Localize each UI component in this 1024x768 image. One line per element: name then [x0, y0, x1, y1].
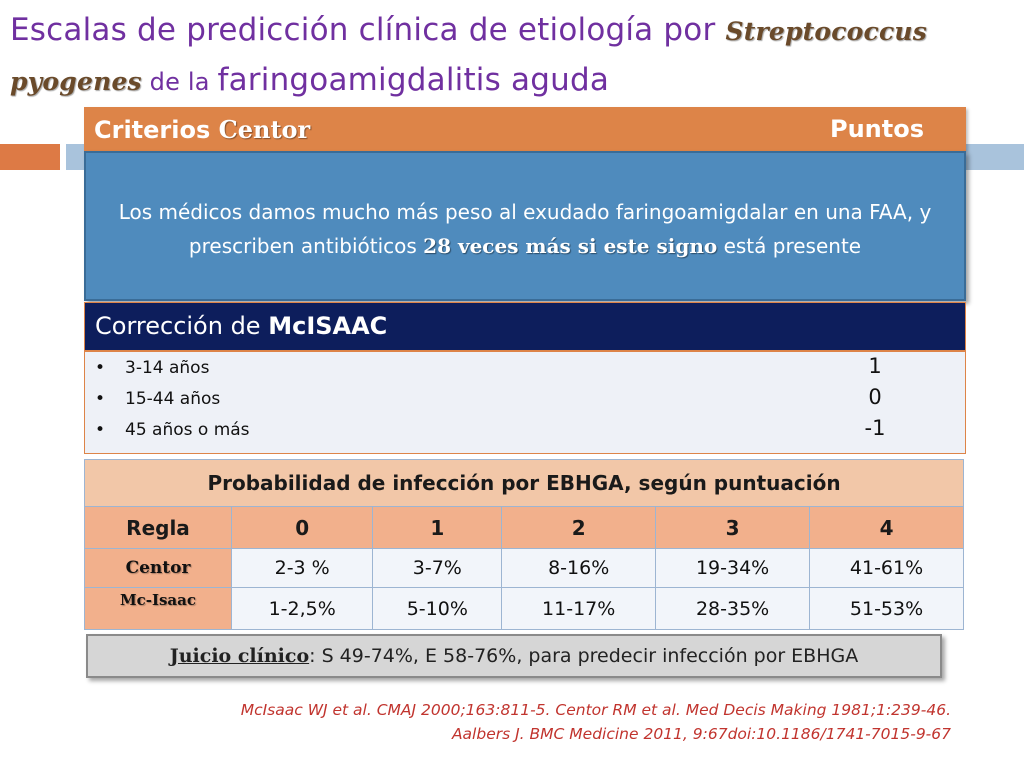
table-cell: 19-34% — [655, 548, 811, 588]
column-header-1: 1 — [372, 506, 503, 549]
table-cell: 11-17% — [501, 587, 657, 630]
clinical-judgment-box: Juicio clínico: S 49-74%, E 58-76%, para… — [86, 634, 942, 678]
accent-bar-strip — [66, 144, 86, 170]
probability-table-title: Probabilidad de infección por EBHGA, seg… — [84, 459, 964, 507]
table-cell: 5-10% — [372, 587, 503, 630]
clinical-judgment-label: Juicio clínico — [169, 645, 310, 667]
title-part3: faringoamigdalitis aguda — [217, 62, 610, 98]
table-row-centor: Centor 2-3 % 3-7% 8-16% 19-34% 41-61% — [84, 548, 964, 588]
mcisaac-value-age-15-44: 0 — [868, 385, 882, 409]
title-part1: Escalas de predicción clínica de etiolog… — [10, 12, 726, 48]
column-header-0: 0 — [230, 506, 374, 549]
mcisaac-value-age-45-plus: -1 — [864, 416, 886, 440]
title-organism-genus: Streptococcus — [725, 17, 928, 46]
rule-name-mcisaac: Mc-Isaac — [84, 587, 232, 630]
accent-bar-left — [0, 144, 60, 170]
slide-title: Escalas de predicción clínica de etiolog… — [10, 6, 1010, 106]
probability-table: Probabilidad de infección por EBHGA, seg… — [84, 459, 964, 630]
mcisaac-item-age-45-plus: • 45 años o más — [95, 420, 250, 440]
table-cell: 3-7% — [372, 548, 503, 588]
column-header-rule: Regla — [84, 506, 232, 549]
column-header-3: 3 — [655, 506, 811, 549]
callout-text: Los médicos damos mucho más peso al exud… — [118, 200, 932, 258]
table-cell: 2-3 % — [230, 548, 374, 588]
probability-table-header-row: Regla 0 1 2 3 4 — [84, 506, 964, 549]
table-cell: 1-2,5% — [230, 587, 374, 630]
table-cell: 28-35% — [655, 587, 811, 630]
table-row-mcisaac: Mc-Isaac 1-2,5% 5-10% 11-17% 28-35% 51-5… — [84, 587, 964, 630]
title-part2: de la — [141, 68, 218, 96]
table-cell: 8-16% — [501, 548, 657, 588]
rule-name-centor: Centor — [84, 548, 232, 588]
table-cell: 41-61% — [809, 548, 964, 588]
accent-bar-right — [964, 144, 1024, 170]
column-header-2: 2 — [501, 506, 657, 549]
clinical-judgment-text: S 49-74%, E 58-76%, para predecir infecc… — [315, 645, 859, 667]
mcisaac-item-age-3-14: • 3-14 años — [95, 358, 210, 378]
table-cell: 51-53% — [809, 587, 964, 630]
mcisaac-header: Corrección de McISAAC — [85, 303, 965, 352]
mcisaac-correction-box: Corrección de McISAAC • 3-14 años 1 • 15-4… — [84, 302, 966, 454]
exudate-callout: Los médicos damos mucho más peso al exud… — [84, 151, 966, 301]
column-header-4: 4 — [809, 506, 964, 549]
reference-line-1: McIsaac WJ et al. CMAJ 2000;163:811-5. C… — [240, 701, 951, 719]
title-organism-species: pyogenes — [10, 67, 142, 96]
centor-criteria-label: Criterios Centor — [94, 115, 311, 144]
reference-line-2: Aalbers J. BMC Medicine 2011, 9:67doi:10… — [451, 725, 951, 743]
points-label: Puntos — [830, 115, 925, 143]
references: McIsaac WJ et al. CMAJ 2000;163:811-5. C… — [241, 698, 951, 746]
mcisaac-value-age-3-14: 1 — [868, 354, 882, 378]
centor-criteria-header: Criterios Centor Puntos — [84, 107, 966, 151]
mcisaac-item-age-15-44: • 15-44 años — [95, 389, 221, 409]
